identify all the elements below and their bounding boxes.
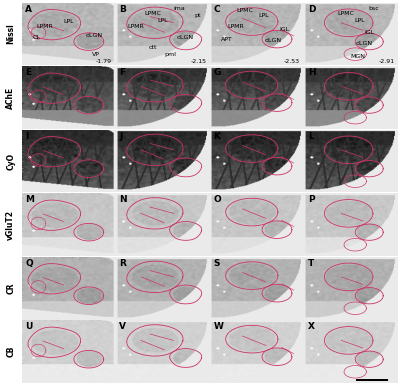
Text: vGluT2: vGluT2 bbox=[6, 210, 15, 239]
Text: A: A bbox=[25, 5, 32, 13]
Text: C: C bbox=[214, 5, 220, 13]
Text: VP: VP bbox=[92, 52, 100, 57]
Text: N: N bbox=[120, 195, 127, 204]
Text: I: I bbox=[25, 132, 29, 141]
Text: B: B bbox=[120, 5, 126, 13]
Text: T: T bbox=[308, 259, 314, 268]
Text: D: D bbox=[308, 5, 315, 13]
Text: pml: pml bbox=[164, 52, 176, 57]
Text: LPMC: LPMC bbox=[144, 12, 162, 17]
Text: CL: CL bbox=[32, 35, 40, 40]
Text: G: G bbox=[214, 68, 221, 77]
Text: F: F bbox=[120, 68, 126, 77]
Text: AChE: AChE bbox=[6, 87, 15, 109]
Text: -2.91: -2.91 bbox=[378, 59, 394, 64]
Text: APT: APT bbox=[221, 37, 232, 42]
Text: L: L bbox=[308, 132, 313, 141]
Text: S: S bbox=[214, 259, 220, 268]
Text: Nissl: Nissl bbox=[6, 24, 15, 44]
Text: -1.79: -1.79 bbox=[96, 59, 112, 64]
Text: K: K bbox=[214, 132, 220, 141]
Text: LPL: LPL bbox=[157, 18, 168, 23]
Text: J: J bbox=[120, 132, 123, 141]
Text: CR: CR bbox=[6, 283, 15, 294]
Text: LPL: LPL bbox=[354, 18, 365, 23]
Text: -2.53: -2.53 bbox=[284, 59, 300, 64]
Text: LPMR: LPMR bbox=[128, 24, 145, 29]
Text: X: X bbox=[308, 322, 315, 331]
Text: IGL: IGL bbox=[279, 27, 290, 32]
Text: U: U bbox=[25, 322, 33, 331]
Text: dLGN: dLGN bbox=[356, 41, 373, 46]
Text: LPMR: LPMR bbox=[228, 24, 244, 29]
Text: LPMC: LPMC bbox=[338, 12, 354, 17]
Text: W: W bbox=[214, 322, 224, 331]
Text: -2.15: -2.15 bbox=[190, 59, 206, 64]
Text: R: R bbox=[120, 259, 126, 268]
Text: CyO: CyO bbox=[6, 152, 15, 170]
Text: V: V bbox=[120, 322, 126, 331]
Text: LPL: LPL bbox=[259, 13, 269, 18]
Text: pt: pt bbox=[194, 13, 201, 18]
Text: CB: CB bbox=[6, 346, 15, 357]
Text: MGN: MGN bbox=[350, 54, 366, 59]
Text: P: P bbox=[308, 195, 314, 204]
Text: bsc: bsc bbox=[368, 7, 379, 12]
Text: E: E bbox=[25, 68, 32, 77]
Text: dLGN: dLGN bbox=[265, 38, 282, 43]
Text: dLGN: dLGN bbox=[86, 33, 103, 38]
Text: LPMC: LPMC bbox=[237, 8, 254, 13]
Text: H: H bbox=[308, 68, 315, 77]
Text: LPL: LPL bbox=[63, 19, 74, 24]
Text: LPMR: LPMR bbox=[36, 24, 53, 29]
Text: ima: ima bbox=[173, 7, 185, 12]
Text: O: O bbox=[214, 195, 221, 204]
Text: IGL: IGL bbox=[364, 30, 374, 35]
Text: ctt: ctt bbox=[149, 45, 157, 50]
Text: dLGN: dLGN bbox=[177, 35, 194, 40]
Text: M: M bbox=[25, 195, 34, 204]
Text: Q: Q bbox=[25, 259, 33, 268]
